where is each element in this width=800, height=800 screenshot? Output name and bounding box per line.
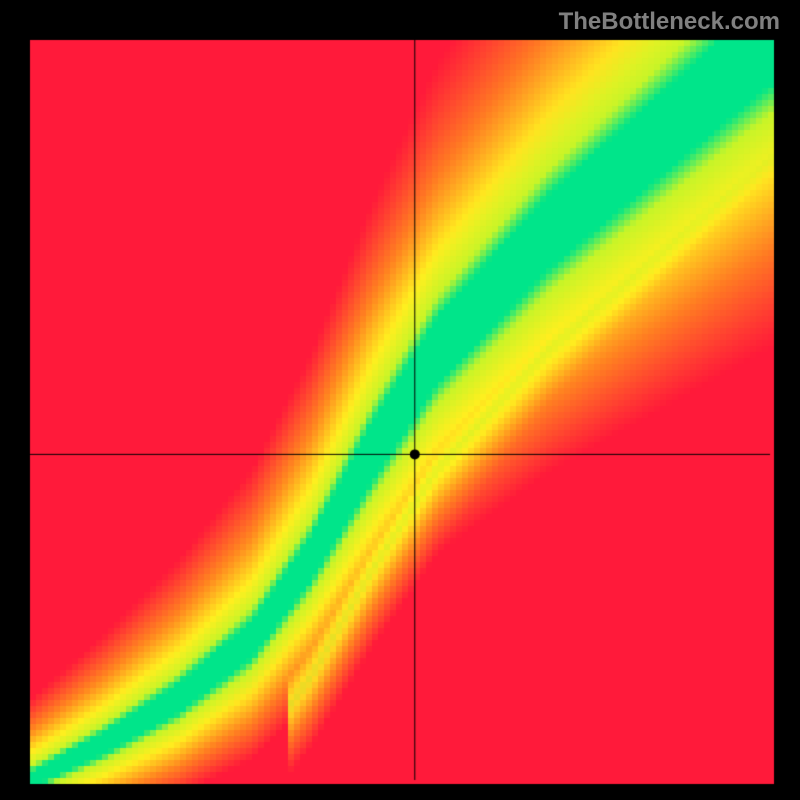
chart-container: TheBottleneck.com bbox=[0, 0, 800, 800]
bottleneck-heatmap bbox=[0, 0, 800, 800]
watermark-text: TheBottleneck.com bbox=[559, 8, 780, 36]
